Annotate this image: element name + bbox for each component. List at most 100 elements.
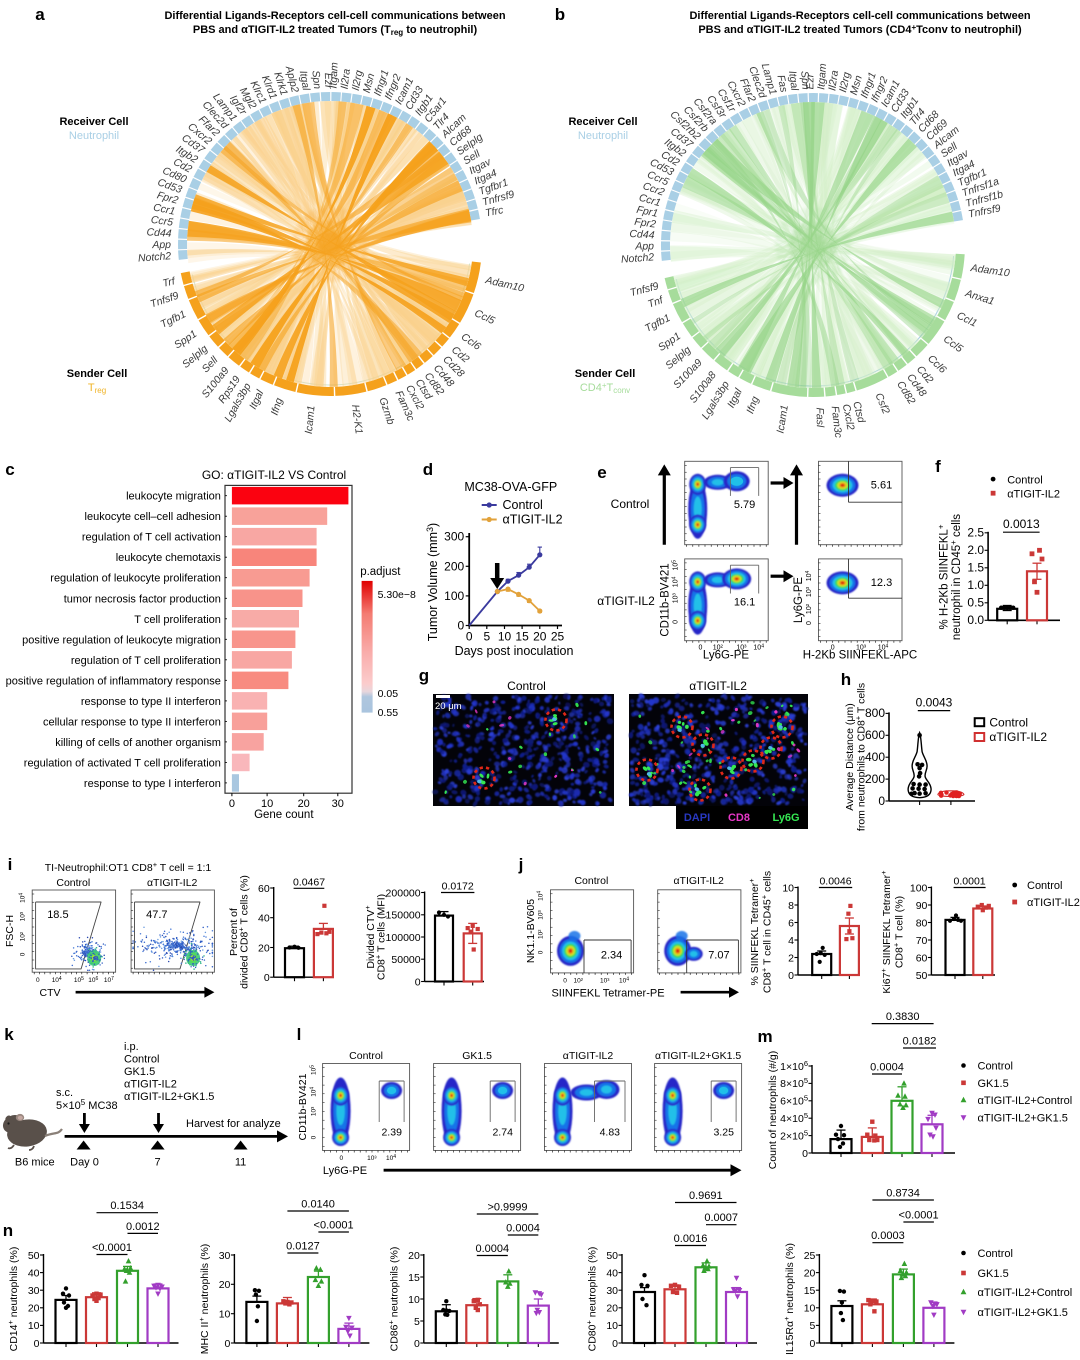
svg-text:0: 0 — [878, 794, 885, 808]
svg-text:5.30e−8: 5.30e−8 — [378, 589, 416, 601]
svg-text:2.39: 2.39 — [381, 1127, 402, 1139]
svg-text:104: 104 — [386, 1154, 396, 1162]
svg-text:Tumor Volume (mm3): Tumor Volume (mm3) — [425, 523, 440, 641]
svg-text:50: 50 — [606, 1250, 618, 1262]
svg-text:Il2ra: Il2ra — [339, 68, 353, 90]
svg-text:Control: Control — [507, 679, 546, 693]
svg-text:n: n — [3, 1221, 13, 1240]
svg-text:αTIGIT-IL2: αTIGIT-IL2 — [1007, 488, 1060, 500]
svg-text:cellular response to type II i: cellular response to type II interferon — [43, 716, 221, 728]
svg-text:30: 30 — [606, 1285, 618, 1297]
svg-text:4: 4 — [788, 935, 794, 947]
svg-text:10³: 10³ — [806, 586, 813, 597]
svg-text:Day 0: Day 0 — [70, 1157, 99, 1169]
svg-text:p.adjust: p.adjust — [360, 566, 401, 578]
svg-text:Adam10: Adam10 — [969, 262, 1011, 280]
svg-text:2×105: 2×105 — [780, 1128, 808, 1142]
svg-text:m: m — [757, 1027, 772, 1046]
svg-text:0: 0 — [802, 1148, 808, 1160]
svg-text:5: 5 — [483, 630, 490, 644]
svg-text:0.0013: 0.0013 — [1003, 517, 1040, 531]
svg-text:Control: Control — [1027, 880, 1062, 892]
svg-text:Ccr1: Ccr1 — [152, 201, 176, 217]
svg-text:104: 104 — [878, 644, 889, 652]
svg-text:DAPI: DAPI — [684, 812, 710, 824]
svg-text:IL15Rα+ neutrophils (%): IL15Rα+ neutrophils (%) — [782, 1243, 796, 1355]
svg-text:k: k — [4, 1025, 14, 1044]
svg-text:40: 40 — [606, 1267, 618, 1279]
svg-text:Neutrophil: Neutrophil — [69, 130, 119, 142]
svg-text:>0.9999: >0.9999 — [487, 1202, 527, 1214]
svg-text:25: 25 — [804, 1250, 816, 1262]
svg-text:104: 104 — [619, 977, 629, 985]
svg-text:20: 20 — [28, 1303, 40, 1315]
svg-text:0: 0 — [264, 972, 270, 984]
svg-text:Cd44: Cd44 — [146, 226, 172, 240]
svg-text:h: h — [841, 670, 851, 689]
svg-text:4.83: 4.83 — [600, 1127, 621, 1139]
svg-text:NK1.1-BV605: NK1.1-BV605 — [525, 899, 537, 963]
svg-text:70: 70 — [916, 935, 928, 947]
svg-text:PBS and αTIGIT-IL2 treated Tum: PBS and αTIGIT-IL2 treated Tumors (Treg … — [193, 24, 478, 37]
svg-text:αTIGIT-IL2: αTIGIT-IL2 — [147, 877, 198, 889]
svg-text:CD14+ neutrophils (%): CD14+ neutrophils (%) — [6, 1247, 20, 1352]
svg-text:regulation of T cell activatio: regulation of T cell activation — [82, 532, 221, 544]
svg-text:positive regulation of inflamm: positive regulation of inflammatory resp… — [6, 675, 221, 687]
svg-text:12.3: 12.3 — [871, 577, 892, 589]
svg-text:0: 0 — [810, 1338, 816, 1350]
svg-text:Itgal: Itgal — [786, 70, 801, 92]
svg-text:10³: 10³ — [310, 1106, 317, 1116]
svg-text:3.25: 3.25 — [713, 1127, 734, 1139]
svg-text:T cell proliferation: T cell proliferation — [134, 614, 221, 626]
svg-text:Differential Ligands-Receptors: Differential Ligands-Receptors cell-cell… — [164, 10, 505, 22]
svg-text:0: 0 — [563, 978, 567, 985]
svg-text:80: 80 — [916, 917, 928, 929]
svg-text:0: 0 — [788, 970, 794, 982]
svg-text:5: 5 — [414, 1316, 420, 1328]
svg-text:Control: Control — [611, 497, 650, 511]
svg-text:5: 5 — [810, 1320, 816, 1332]
svg-text:100: 100 — [910, 882, 928, 894]
svg-text:GO: αTIGIT-IL2 VS Control: GO: αTIGIT-IL2 VS Control — [202, 468, 346, 482]
svg-text:αTIGIT-IL2: αTIGIT-IL2 — [1027, 897, 1080, 909]
svg-text:10³: 10³ — [367, 1155, 377, 1162]
svg-text:TI-Neutrophil:OT1 CD8+ T cell: TI-Neutrophil:OT1 CD8+ T cell = 1:1 — [45, 860, 212, 874]
svg-text:CD80+ neutrophils (%): CD80+ neutrophils (%) — [585, 1247, 599, 1352]
svg-text:400: 400 — [865, 750, 885, 764]
svg-text:Sender Cell: Sender Cell — [575, 368, 636, 380]
svg-text:GK1.5: GK1.5 — [124, 1066, 155, 1078]
svg-text:App: App — [634, 240, 654, 252]
svg-text:0.0046: 0.0046 — [819, 876, 851, 888]
svg-text:0: 0 — [310, 1135, 317, 1139]
svg-text:50: 50 — [916, 970, 928, 982]
svg-text:0.5: 0.5 — [967, 596, 984, 610]
svg-text:11: 11 — [235, 1157, 246, 1169]
svg-text:0: 0 — [538, 950, 545, 954]
svg-text:10: 10 — [408, 1294, 420, 1306]
svg-text:i: i — [8, 855, 13, 874]
svg-text:Differential Ligands-Receptors: Differential Ligands-Receptors cell-cell… — [689, 10, 1030, 22]
svg-text:0: 0 — [458, 619, 465, 633]
svg-text:% SIINFEKL Tetramer+: % SIINFEKL Tetramer+ — [747, 878, 761, 986]
svg-text:e: e — [597, 463, 606, 482]
svg-text:2.5: 2.5 — [967, 526, 984, 540]
svg-text:0.0012: 0.0012 — [126, 1221, 160, 1233]
svg-text:104: 104 — [672, 576, 680, 587]
svg-text:<0.0001: <0.0001 — [92, 1242, 132, 1254]
svg-text:0: 0 — [19, 952, 26, 956]
svg-text:20: 20 — [298, 798, 310, 810]
svg-text:αTIGIT-IL2: αTIGIT-IL2 — [989, 730, 1047, 744]
svg-text:0: 0 — [466, 630, 473, 644]
svg-text:d: d — [423, 460, 433, 479]
svg-text:10: 10 — [782, 882, 794, 894]
svg-text:2.0: 2.0 — [967, 543, 984, 557]
svg-text:0.9691: 0.9691 — [689, 1190, 723, 1202]
svg-text:Tfrc: Tfrc — [484, 204, 505, 219]
svg-text:αTIGIT-IL2: αTIGIT-IL2 — [673, 875, 724, 887]
svg-text:Ly6G-PE: Ly6G-PE — [323, 1165, 367, 1177]
svg-text:Fpr2: Fpr2 — [634, 216, 657, 231]
svg-text:20: 20 — [804, 1267, 816, 1279]
svg-text:200000: 200000 — [386, 887, 421, 899]
svg-text:0: 0 — [229, 798, 235, 810]
svg-text:Control: Control — [349, 1050, 383, 1062]
